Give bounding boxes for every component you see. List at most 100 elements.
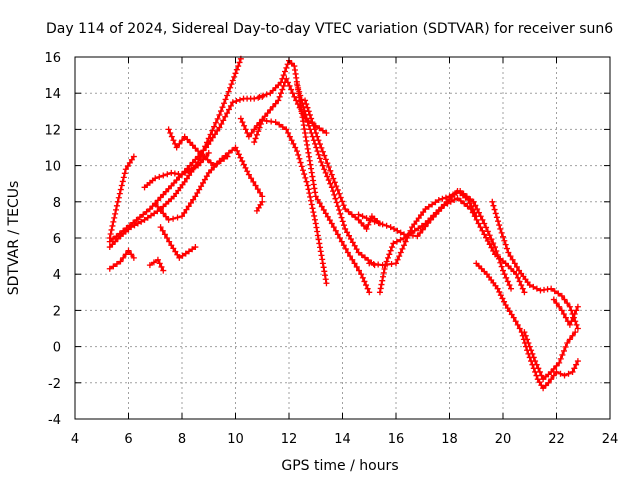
data-point xyxy=(409,224,416,231)
data-point xyxy=(503,274,510,281)
data-point xyxy=(422,223,429,230)
data-point xyxy=(159,227,166,234)
data-point xyxy=(205,149,212,156)
data-point xyxy=(308,201,315,208)
data-point xyxy=(267,90,274,97)
data-point xyxy=(141,216,148,223)
data-point xyxy=(551,288,558,295)
data-point xyxy=(497,225,504,232)
data-point xyxy=(393,260,399,267)
data-point xyxy=(221,100,228,107)
data-point xyxy=(422,206,429,213)
data-point xyxy=(388,244,395,251)
data-point xyxy=(501,271,508,278)
data-point xyxy=(401,242,408,249)
x-tick-label: 22 xyxy=(548,432,565,447)
data-point xyxy=(232,70,239,77)
data-point xyxy=(390,240,397,247)
data-point xyxy=(113,206,120,213)
data-point xyxy=(133,216,140,223)
data-point xyxy=(248,130,255,137)
data-point xyxy=(309,205,316,212)
data-point xyxy=(310,209,317,216)
data-point xyxy=(140,211,147,218)
data-point xyxy=(473,260,480,267)
data-point xyxy=(328,184,335,191)
data-point xyxy=(311,126,318,133)
data-point xyxy=(242,126,249,133)
data-point xyxy=(396,253,403,260)
data-point xyxy=(340,202,347,209)
data-point xyxy=(574,303,581,310)
data-point xyxy=(353,246,360,253)
data-point xyxy=(467,196,474,203)
data-point xyxy=(311,216,318,223)
data-point xyxy=(507,253,514,260)
data-point xyxy=(573,321,580,328)
data-point xyxy=(511,260,518,267)
data-point xyxy=(229,147,236,154)
data-point xyxy=(347,253,354,260)
data-point xyxy=(321,268,328,275)
data-point xyxy=(358,252,365,259)
data-point xyxy=(288,86,295,93)
data-point xyxy=(201,153,208,160)
x-tick-label: 24 xyxy=(602,432,619,447)
data-point xyxy=(568,307,575,314)
data-point xyxy=(311,185,318,192)
data-point xyxy=(467,206,474,213)
data-point xyxy=(122,166,129,173)
data-point xyxy=(114,198,121,205)
data-point xyxy=(106,244,113,251)
data-point xyxy=(298,96,305,103)
data-point xyxy=(217,158,224,165)
data-point xyxy=(165,126,172,133)
data-point xyxy=(221,155,228,162)
data-point xyxy=(173,177,180,184)
data-point xyxy=(277,79,284,86)
data-point xyxy=(229,77,236,84)
data-point xyxy=(130,219,137,226)
data-point xyxy=(307,161,314,168)
data-point xyxy=(516,325,523,332)
y-axis-label: SDTVAR / TECUs xyxy=(6,181,22,296)
data-point xyxy=(516,278,523,285)
data-point xyxy=(450,191,457,198)
data-point xyxy=(209,134,216,141)
data-point xyxy=(427,216,434,223)
data-point xyxy=(302,97,309,104)
y-tick-label: 12 xyxy=(44,123,61,138)
data-point xyxy=(160,191,167,198)
data-point xyxy=(519,285,526,292)
data-point xyxy=(553,300,560,307)
data-point xyxy=(555,290,562,297)
data-point xyxy=(251,95,258,102)
data-point xyxy=(119,178,126,185)
data-point xyxy=(251,139,258,146)
data-point xyxy=(311,212,318,219)
data-point xyxy=(505,263,512,270)
data-point xyxy=(328,220,335,227)
data-point xyxy=(360,222,367,229)
data-point xyxy=(161,231,168,238)
data-point xyxy=(288,60,295,67)
data-point xyxy=(481,268,488,275)
data-point xyxy=(147,212,154,219)
data-point xyxy=(320,264,327,271)
data-point xyxy=(490,247,497,254)
data-point xyxy=(168,242,175,249)
data-point xyxy=(496,288,503,295)
data-point xyxy=(501,237,508,244)
data-point xyxy=(349,256,356,263)
data-point xyxy=(154,256,161,263)
y-tick-label: 6 xyxy=(53,232,61,247)
data-point xyxy=(469,209,476,216)
data-point xyxy=(128,251,135,258)
chart-title: Day 114 of 2024, Sidereal Day-to-day VTE… xyxy=(46,21,613,37)
data-point xyxy=(461,200,468,207)
data-point xyxy=(556,359,563,366)
data-point xyxy=(460,190,467,197)
data-point xyxy=(116,190,123,197)
data-point xyxy=(319,127,326,134)
